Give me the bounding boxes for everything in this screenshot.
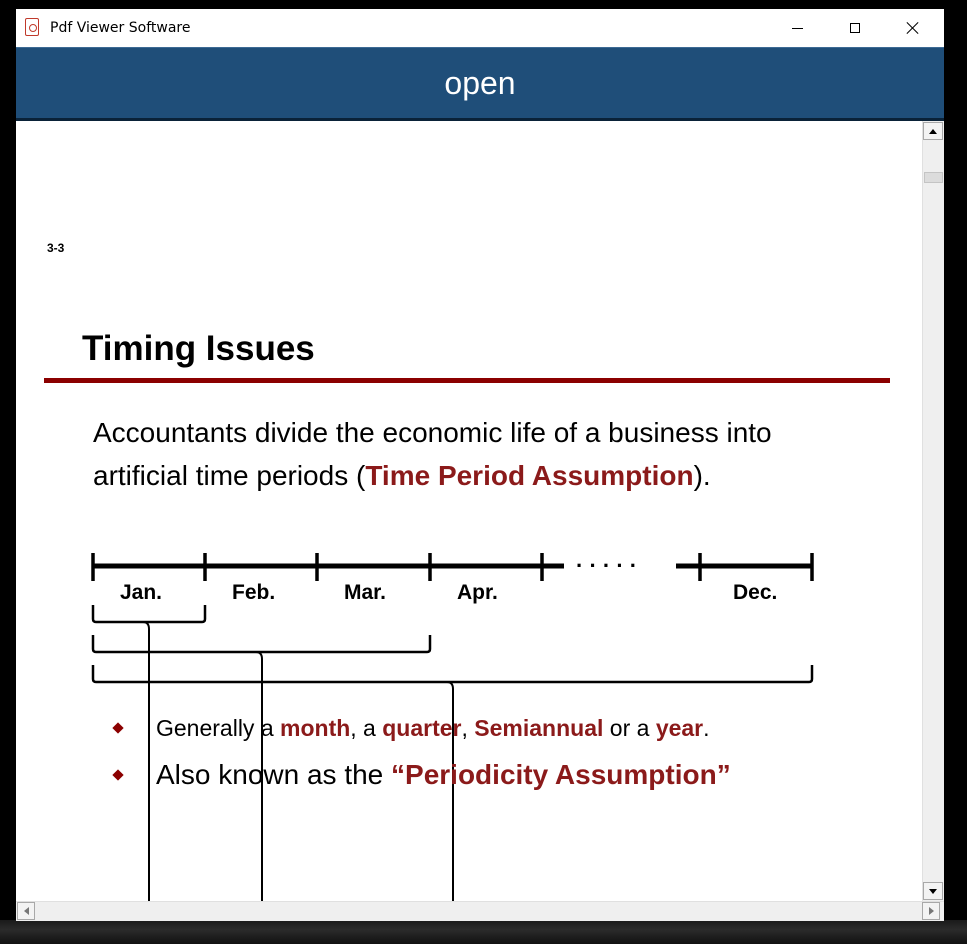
scroll-right-button[interactable] bbox=[922, 902, 940, 920]
scroll-left-button[interactable] bbox=[17, 902, 35, 920]
desktop-background bbox=[0, 920, 967, 944]
year-bracket bbox=[91, 665, 814, 684]
quarter-bracket bbox=[91, 635, 432, 654]
month-bracket-stem bbox=[142, 621, 150, 901]
maximize-button[interactable] bbox=[826, 9, 884, 47]
bullet-text-segment: . bbox=[703, 714, 710, 741]
slide-number: 3-3 bbox=[47, 241, 65, 255]
close-icon bbox=[906, 21, 920, 35]
bullet-highlight: quarter bbox=[382, 714, 462, 741]
minimize-button[interactable] bbox=[768, 9, 826, 47]
vertical-scrollbar[interactable] bbox=[922, 121, 944, 901]
window-title: Pdf Viewer Software bbox=[50, 20, 191, 36]
bullet-highlight: year bbox=[655, 714, 704, 741]
document-page: 3-3 Timing Issues Accountants divide the… bbox=[16, 121, 922, 901]
bullet-text-segment: Also known as the bbox=[156, 759, 392, 790]
bullet-text: Generally a month, a quarter, Semiannual… bbox=[156, 715, 710, 742]
month-label-apr: Apr. bbox=[457, 581, 498, 604]
scroll-up-button[interactable] bbox=[923, 122, 943, 140]
bullet-text-segment: Generally a bbox=[156, 714, 281, 741]
month-label-mar: Mar. bbox=[344, 581, 386, 604]
intro-paragraph: Accountants divide the economic life of … bbox=[93, 411, 873, 497]
bullet-item: Also known as the “Periodicity Assumptio… bbox=[112, 755, 731, 795]
open-button[interactable]: open bbox=[16, 47, 944, 121]
bullet-text-segment: , bbox=[461, 714, 475, 741]
bullet-highlight: Semiannual bbox=[474, 714, 604, 741]
diamond-bullet-icon bbox=[112, 769, 124, 781]
month-label-jan: Jan. bbox=[120, 581, 162, 604]
bullet-highlight: month bbox=[280, 714, 351, 741]
year-bracket-stem bbox=[446, 681, 454, 901]
bullet-item: Generally a month, a quarter, Semiannual… bbox=[112, 708, 710, 748]
timeline-ellipsis: · · · · · bbox=[576, 553, 637, 578]
month-label-feb: Feb. bbox=[232, 581, 275, 604]
arrow-right-icon bbox=[928, 907, 934, 915]
pdf-icon bbox=[25, 18, 39, 36]
timeline-diagram: · · · · · Jan. Feb. Mar. Apr. Dec. bbox=[91, 553, 814, 901]
title-divider bbox=[44, 378, 890, 383]
intro-text: Accountants divide the economic life of … bbox=[93, 417, 772, 491]
bullet-highlight: “Periodicity Assumption” bbox=[391, 759, 731, 790]
quarter-bracket-stem bbox=[255, 651, 263, 901]
arrow-down-icon bbox=[929, 888, 937, 894]
close-button[interactable] bbox=[884, 9, 942, 47]
title-bar: Pdf Viewer Software bbox=[16, 9, 944, 47]
month-bracket bbox=[91, 605, 207, 624]
slide-title: Timing Issues bbox=[82, 329, 315, 368]
scroll-down-button[interactable] bbox=[923, 882, 943, 900]
open-button-label: open bbox=[444, 65, 516, 101]
intro-text-end: ). bbox=[693, 460, 711, 491]
horizontal-scrollbar[interactable] bbox=[16, 901, 944, 921]
arrow-left-icon bbox=[23, 907, 29, 915]
diamond-bullet-icon bbox=[112, 722, 124, 734]
bullet-text: Also known as the “Periodicity Assumptio… bbox=[156, 759, 731, 791]
arrow-up-icon bbox=[929, 128, 937, 134]
bullet-text-segment: or a bbox=[603, 714, 656, 741]
month-label-dec: Dec. bbox=[733, 581, 777, 604]
maximize-icon bbox=[850, 23, 860, 33]
intro-highlight: Time Period Assumption bbox=[365, 460, 694, 491]
minimize-icon bbox=[791, 27, 803, 29]
pdf-viewer-window: Pdf Viewer Software open 3-3 Timing Issu… bbox=[16, 9, 944, 921]
bullet-text-segment: , a bbox=[350, 714, 383, 741]
vertical-scroll-thumb[interactable] bbox=[924, 172, 943, 183]
